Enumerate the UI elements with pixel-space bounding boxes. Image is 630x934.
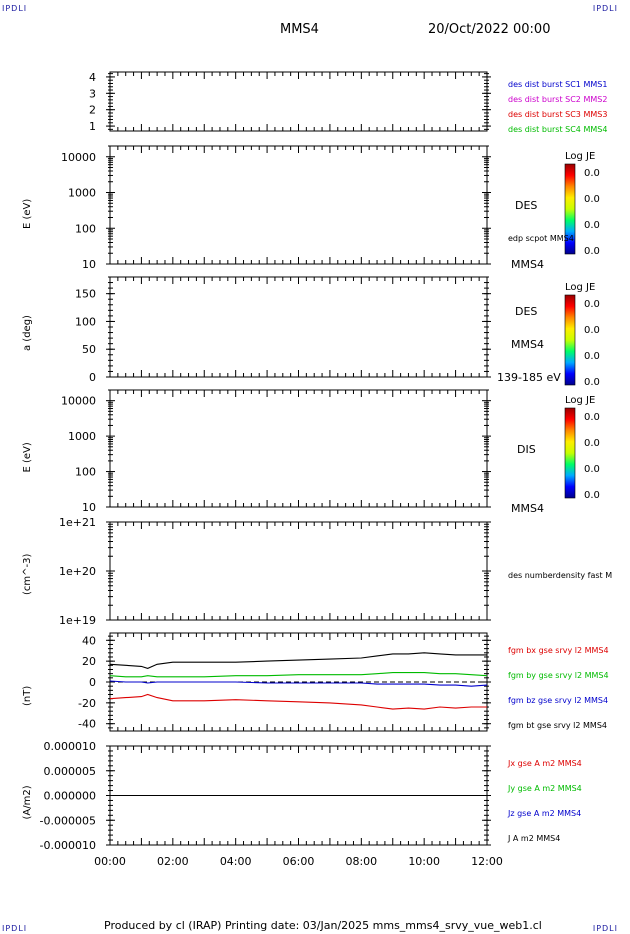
y-axis-label: E (eV) [22, 199, 33, 229]
instrument-label: DES [515, 199, 537, 212]
y-tick-label: 10 [82, 258, 96, 271]
y-tick-label: 4 [89, 71, 96, 84]
panel-frame-dis-energy [109, 389, 488, 508]
datetime-title: 20/Oct/2022 00:00 [428, 22, 551, 37]
legend-entry: Jz gse A m2 MMS4 [507, 809, 581, 818]
colorbar-tick-label: 0.0 [584, 194, 600, 205]
corner-label-bottom-right: IPDLI [592, 924, 618, 933]
legend-entry: J A m2 MMS4 [507, 834, 560, 843]
colorbar-title: Log JE [565, 151, 595, 162]
panel-frame-density [109, 521, 488, 621]
y-tick-label: 0 [89, 371, 96, 384]
legend-entry: des dist burst SC4 MMS4 [508, 125, 607, 134]
y-tick-label: 100 [75, 466, 96, 479]
y-tick-label: 0.000010 [44, 740, 97, 753]
energy-range-label: 139-185 eV [497, 371, 561, 384]
y-tick-label: 1000 [68, 430, 96, 443]
time-axis-label: 00:00 [94, 855, 126, 868]
legend-entry: Jx gse A m2 MMS4 [507, 759, 582, 768]
y-tick-label: 150 [75, 288, 96, 301]
legend-entry: fgm bz gse srvy l2 MMS4 [508, 696, 608, 705]
corner-label-top-right: IPDLI [592, 4, 618, 13]
time-axis-label: 04:00 [220, 855, 252, 868]
colorbar-tick-label: 0.0 [584, 246, 600, 257]
y-tick-label: 0 [89, 676, 96, 689]
y-tick-label: 10000 [61, 151, 96, 164]
y-tick-label: 100 [75, 222, 96, 235]
y-axis-label: a (deg) [22, 315, 33, 351]
y-tick-label: 1e+19 [59, 614, 96, 627]
legend-entry: des dist burst SC3 MMS3 [508, 110, 607, 119]
y-tick-label: 40 [82, 634, 96, 647]
series-line-bx [109, 693, 487, 710]
y-tick-label: 1e+21 [59, 516, 96, 529]
spacecraft-title: MMS4 [280, 22, 319, 37]
y-tick-label: 100 [75, 315, 96, 328]
colorbar-tick-label: 0.0 [584, 299, 600, 310]
series-line-bz [109, 680, 488, 687]
legend-entry: fgm bx gse srvy l2 MMS4 [508, 646, 609, 655]
y-axis-label: (cm^-3) [22, 554, 33, 595]
colorbar-tick-label: 0.0 [584, 490, 600, 501]
y-tick-label: 2 [89, 104, 96, 117]
legend-entry: Jy gse A m2 MMS4 [507, 784, 582, 793]
colorbar-title: Log JE [565, 282, 595, 293]
legend-entry: des dist burst SC1 MMS1 [508, 80, 607, 89]
colorbar-tick-label: 0.0 [584, 377, 600, 388]
time-axis-label: 10:00 [408, 855, 440, 868]
colorbar-title: Log JE [565, 395, 595, 406]
colorbar-tick-label: 0.0 [584, 220, 600, 231]
time-axis-label: 02:00 [157, 855, 189, 868]
colorbar-tick-label: 0.0 [584, 464, 600, 475]
legend-entry: des dist burst SC2 MMS2 [508, 95, 607, 104]
instrument-label: DES [515, 305, 537, 318]
y-tick-label: 1000 [68, 187, 96, 200]
colorbar-tick-label: 0.0 [584, 325, 600, 336]
time-axis-label: 06:00 [283, 855, 315, 868]
y-tick-label: -0.000010 [40, 839, 96, 852]
series-line-bt [109, 652, 487, 669]
y-axis-label: E (eV) [22, 442, 33, 472]
y-tick-label: 10000 [61, 395, 96, 408]
instrument-label: DIS [517, 443, 536, 456]
y-tick-label: 1 [89, 120, 96, 133]
y-tick-label: -40 [78, 718, 96, 731]
colorbar [564, 163, 576, 255]
panel-frame-des-pitch [109, 276, 488, 378]
corner-label-bottom-left: IPDLI [2, 924, 28, 933]
time-axis-label: 08:00 [345, 855, 377, 868]
series-line-by [109, 672, 488, 678]
y-tick-label: 20 [82, 655, 96, 668]
spacecraft-label: MMS4 [511, 258, 544, 271]
y-tick-label: -20 [78, 697, 96, 710]
legend-entry: fgm bt gse srvy l2 MMS4 [508, 721, 607, 730]
colorbar-tick-label: 0.0 [584, 438, 600, 449]
spacecraft-label: MMS4 [511, 338, 544, 351]
y-tick-label: 10 [82, 501, 96, 514]
time-axis-label: 12:00 [471, 855, 503, 868]
colorbar-tick-label: 0.0 [584, 168, 600, 179]
corner-label-top-left: IPDLI [2, 4, 28, 13]
spacecraft-label: MMS4 [511, 502, 544, 515]
y-tick-label: -0.000005 [40, 814, 96, 827]
colorbar [564, 294, 576, 386]
panel-frame-burst [109, 71, 488, 132]
panel-frame-des-energy [109, 145, 488, 265]
colorbar-tick-label: 0.0 [584, 351, 600, 362]
y-tick-label: 50 [82, 343, 96, 356]
footer-credits: Produced by cl (IRAP) Printing date: 03/… [104, 919, 542, 932]
y-axis-label: (A/m2) [22, 785, 33, 819]
y-axis-label: (nT) [22, 686, 33, 706]
y-tick-label: 1e+20 [59, 565, 96, 578]
y-tick-label: 0.000000 [44, 790, 97, 803]
colorbar [564, 407, 576, 499]
y-tick-label: 0.000005 [44, 765, 97, 778]
y-tick-label: 3 [89, 87, 96, 100]
legend-entry: fgm by gse srvy l2 MMS4 [508, 671, 609, 680]
legend-entry: des numberdensity fast M [508, 571, 612, 580]
legend-entry: edp scpot MMS4 [508, 234, 574, 243]
colorbar-tick-label: 0.0 [584, 412, 600, 423]
